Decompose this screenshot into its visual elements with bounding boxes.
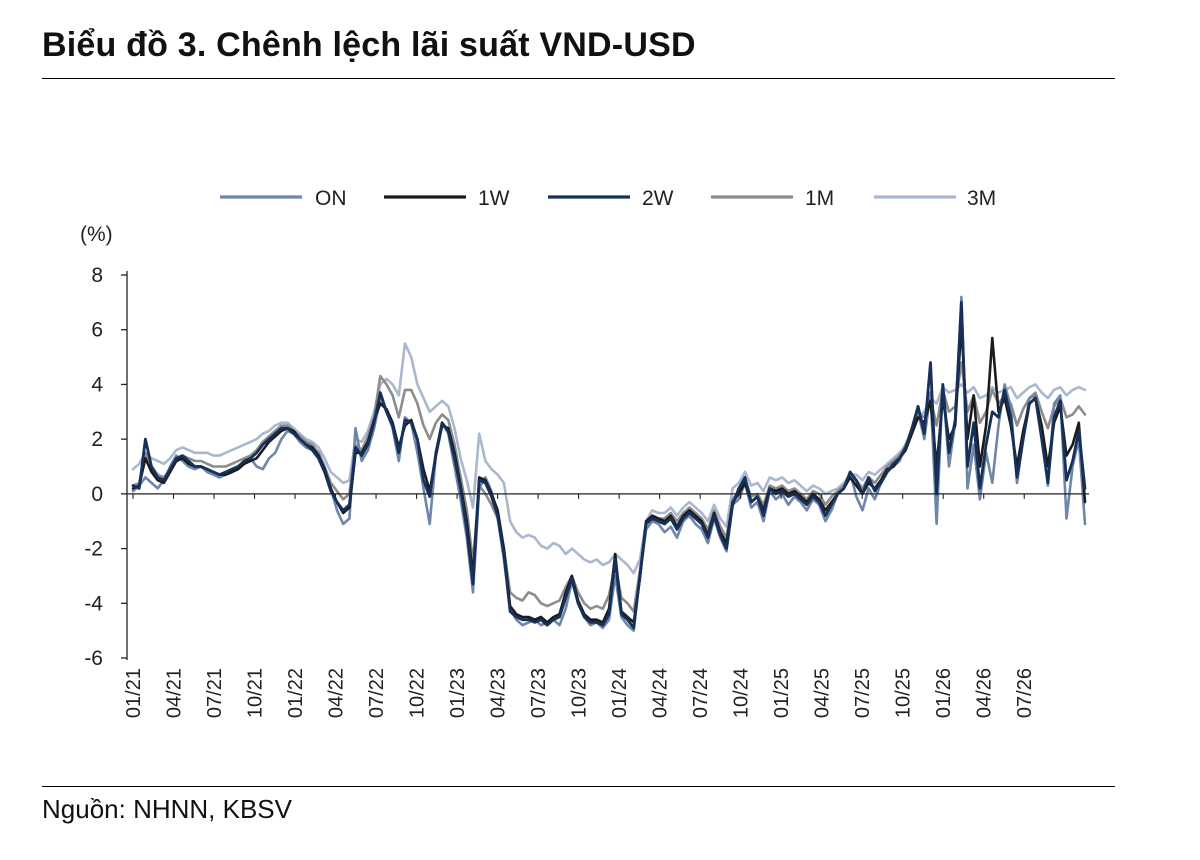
chart-axes: 8 6 4 2 0 -2 -4 -6 01/21 04/21 07/21 10/21 01/22 04/2… — [84, 264, 1089, 718]
x-tick-label: 10/24 — [731, 668, 753, 718]
x-tick-label: 01/26 — [933, 668, 955, 718]
legend-label: 3M — [967, 187, 996, 210]
y-tick-label: 2 — [91, 428, 103, 451]
y-tick-label: 8 — [91, 264, 103, 287]
x-tick-label: 10/21 — [245, 668, 267, 718]
y-tick-label: 0 — [91, 483, 103, 506]
y-tick-label: 6 — [91, 319, 103, 342]
legend-item-2w: 2W — [548, 187, 674, 210]
x-tick-label: 01/22 — [285, 668, 307, 718]
x-tick-label: 10/23 — [569, 668, 591, 718]
line-chart: ON 1W 2W 1M 3M (%) 8 6 4 2 0 -2 -4 -6 01/21 04/21 07/2… — [80, 187, 1089, 718]
source-divider — [42, 786, 1115, 787]
x-tick-label: 01/21 — [123, 668, 145, 718]
legend-label: 1M — [805, 187, 834, 210]
x-tick-label: 04/22 — [326, 668, 348, 718]
x-tick-label: 04/26 — [974, 668, 996, 718]
legend-item-3m: 3M — [874, 187, 996, 210]
x-tick-label: 04/21 — [164, 668, 186, 718]
y-tick-label: -2 — [84, 538, 103, 561]
title-divider — [42, 78, 1115, 79]
x-tick-label: 07/21 — [204, 668, 226, 718]
series-line-1w — [131, 322, 1087, 624]
x-tick-label: 04/24 — [650, 668, 672, 718]
series-line-on — [131, 295, 1087, 632]
x-tick-label: 07/24 — [690, 668, 712, 718]
x-tick-label: 01/23 — [447, 668, 469, 718]
x-tick-label: 01/24 — [609, 668, 631, 718]
x-tick-label: 07/23 — [528, 668, 550, 718]
y-axis-unit-label: (%) — [80, 223, 113, 246]
chart-legend: ON 1W 2W 1M 3M — [220, 187, 996, 210]
y-tick-label: 4 — [91, 373, 103, 396]
x-tick-label: 07/25 — [852, 668, 874, 718]
legend-item-on: ON — [220, 187, 347, 210]
series-layer — [131, 295, 1087, 632]
x-tick-label: 07/22 — [366, 668, 388, 718]
x-tick-label: 04/25 — [812, 668, 834, 718]
x-tick-label: 10/25 — [893, 668, 915, 718]
x-tick-label: 10/22 — [407, 668, 429, 718]
source-note: Nguồn: NHNN, KBSV — [42, 794, 292, 824]
legend-item-1m: 1M — [711, 187, 834, 210]
y-tick-label: -6 — [84, 647, 103, 670]
legend-item-1w: 1W — [384, 187, 510, 210]
legend-label: 2W — [642, 187, 674, 210]
x-tick-label: 07/26 — [1014, 668, 1036, 718]
legend-label: ON — [315, 187, 347, 210]
x-tick-label: 01/25 — [771, 668, 793, 718]
page-title: Biểu đồ 3. Chênh lệch lãi suất VND-USD — [42, 26, 696, 64]
y-tick-label: -4 — [84, 592, 103, 615]
x-tick-label: 04/23 — [488, 668, 510, 718]
series-line-2w — [131, 300, 1087, 630]
series-line-3m — [131, 342, 1087, 575]
legend-label: 1W — [478, 187, 510, 210]
